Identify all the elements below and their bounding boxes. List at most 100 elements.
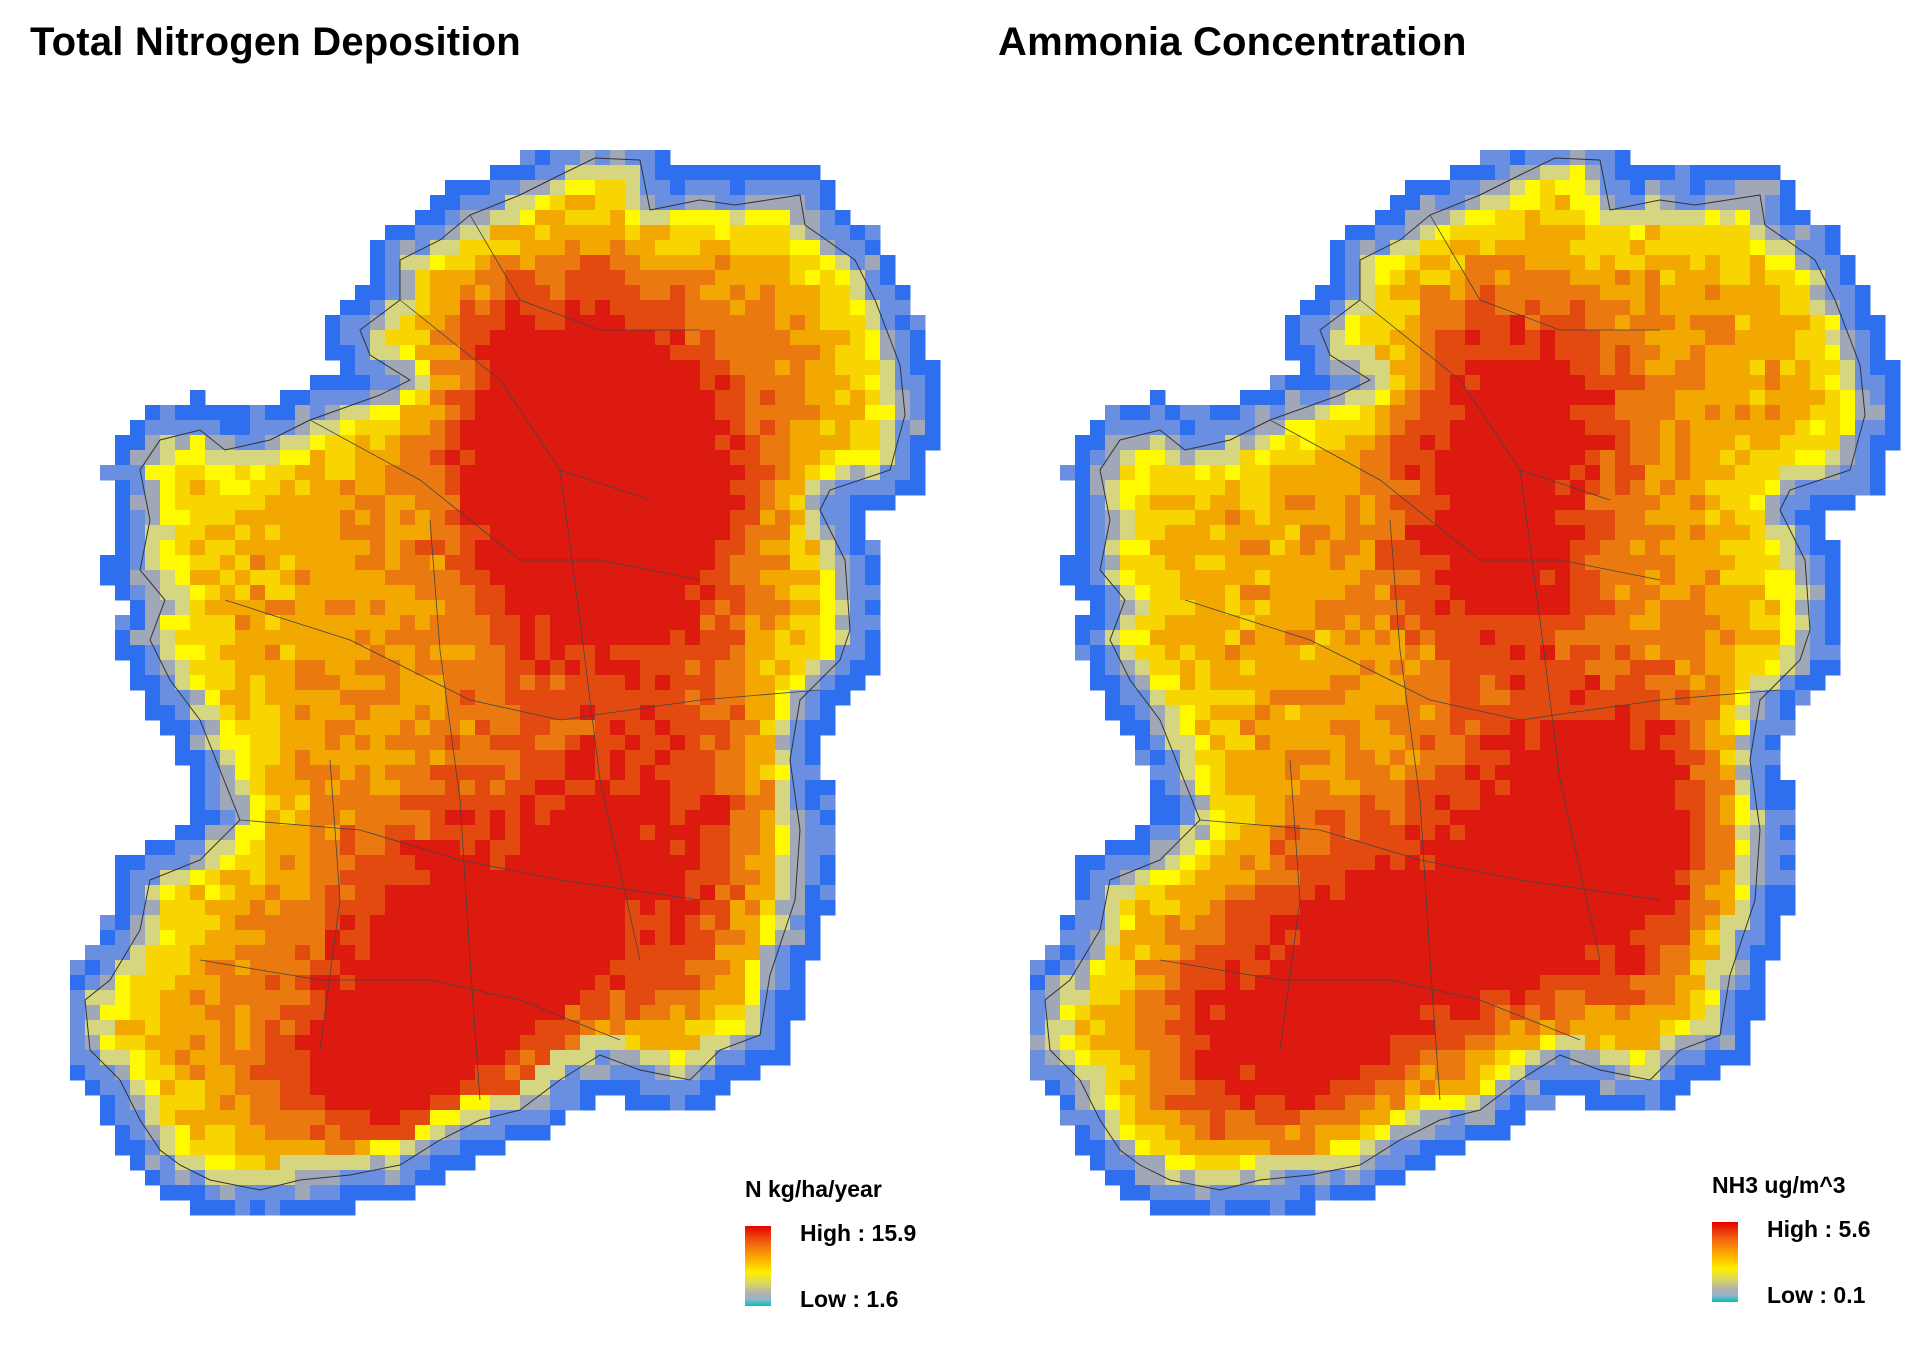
raster-cell: [565, 435, 581, 451]
raster-cell: [1600, 345, 1616, 361]
raster-cell: [310, 480, 326, 496]
raster-cell: [1330, 765, 1346, 781]
raster-cell: [715, 420, 731, 436]
raster-cell: [1735, 630, 1751, 646]
raster-cell: [460, 180, 476, 196]
raster-cell: [130, 1005, 146, 1021]
raster-cell: [235, 465, 251, 481]
raster-cell: [1795, 555, 1811, 571]
raster-cell: [580, 540, 596, 556]
raster-cell: [370, 915, 386, 931]
raster-cell: [670, 210, 686, 226]
raster-cell: [385, 990, 401, 1006]
raster-cell: [1165, 690, 1181, 706]
raster-cell: [250, 960, 266, 976]
raster-cell: [340, 390, 356, 406]
raster-cell: [475, 1050, 491, 1066]
raster-cell: [1750, 495, 1766, 511]
raster-cell: [1135, 585, 1151, 601]
raster-cell: [490, 900, 506, 916]
raster-cell: [1735, 525, 1751, 541]
raster-cell: [1825, 585, 1841, 601]
raster-cell: [565, 285, 581, 301]
raster-cell: [655, 390, 671, 406]
raster-cell: [745, 645, 761, 661]
raster-cell: [550, 930, 566, 946]
raster-cell: [1690, 705, 1706, 721]
raster-cell: [1390, 795, 1406, 811]
raster-cell: [595, 165, 611, 181]
raster-cell: [1570, 465, 1586, 481]
raster-cell: [550, 300, 566, 316]
county-boundary: [429, 519, 481, 1101]
raster-cell: [910, 420, 926, 436]
raster-cell: [535, 450, 551, 466]
raster-cell: [145, 510, 161, 526]
raster-cell: [1120, 435, 1136, 451]
raster-cell: [190, 450, 206, 466]
raster-cell: [1525, 750, 1541, 766]
raster-cell: [715, 300, 731, 316]
raster-cell: [625, 660, 641, 676]
raster-cell: [790, 480, 806, 496]
raster-cell: [535, 600, 551, 616]
raster-cell: [265, 570, 281, 586]
raster-cell: [1735, 195, 1751, 211]
raster-cell: [520, 180, 536, 196]
raster-cell: [790, 210, 806, 226]
raster-cell: [1150, 765, 1166, 781]
coastline: [84, 157, 906, 1191]
raster-cell: [1735, 240, 1751, 256]
raster-cell: [175, 630, 191, 646]
raster-cell: [670, 195, 686, 211]
raster-cell: [880, 435, 896, 451]
raster-cell: [1285, 495, 1301, 511]
raster-cell: [1540, 600, 1556, 616]
raster-cell: [670, 600, 686, 616]
raster-cell: [1375, 600, 1391, 616]
raster-cell: [520, 660, 536, 676]
raster-cell: [640, 990, 656, 1006]
raster-cell: [355, 750, 371, 766]
raster-cell: [1525, 570, 1541, 586]
raster-cell: [265, 405, 281, 421]
raster-cell: [1210, 555, 1226, 571]
raster-cell: [400, 390, 416, 406]
raster-cell: [1360, 615, 1376, 631]
raster-cell: [610, 720, 626, 736]
raster-cell: [415, 990, 431, 1006]
raster-cell: [145, 615, 161, 631]
raster-cell: [610, 1050, 626, 1066]
raster-cell: [1600, 480, 1616, 496]
raster-cell: [1750, 570, 1766, 586]
raster-cell: [775, 300, 791, 316]
raster-cell: [205, 990, 221, 1006]
raster-cell: [895, 330, 911, 346]
raster-cell: [1585, 285, 1601, 301]
raster-cell: [190, 1185, 206, 1201]
raster-cell: [445, 990, 461, 1006]
raster-cell: [505, 615, 521, 631]
raster-cell: [235, 450, 251, 466]
raster-cell: [1345, 585, 1361, 601]
raster-cell: [655, 555, 671, 571]
raster-cell: [1360, 600, 1376, 616]
raster-cell: [100, 1050, 116, 1066]
raster-cell: [190, 1200, 206, 1216]
raster-cell: [385, 855, 401, 871]
raster-cell: [1510, 600, 1526, 616]
raster-cell: [475, 420, 491, 436]
raster-cell: [145, 840, 161, 856]
raster-cell: [1600, 780, 1616, 796]
raster-cell: [1570, 795, 1586, 811]
raster-cell: [1255, 480, 1271, 496]
raster-cell: [1660, 795, 1676, 811]
raster-cell: [550, 855, 566, 871]
raster-cell: [1810, 225, 1826, 241]
raster-cell: [1360, 540, 1376, 556]
raster-cell: [1675, 765, 1691, 781]
raster-cell: [1615, 750, 1631, 766]
raster-cell: [1510, 645, 1526, 661]
raster-cell: [490, 705, 506, 721]
raster-cell: [475, 675, 491, 691]
